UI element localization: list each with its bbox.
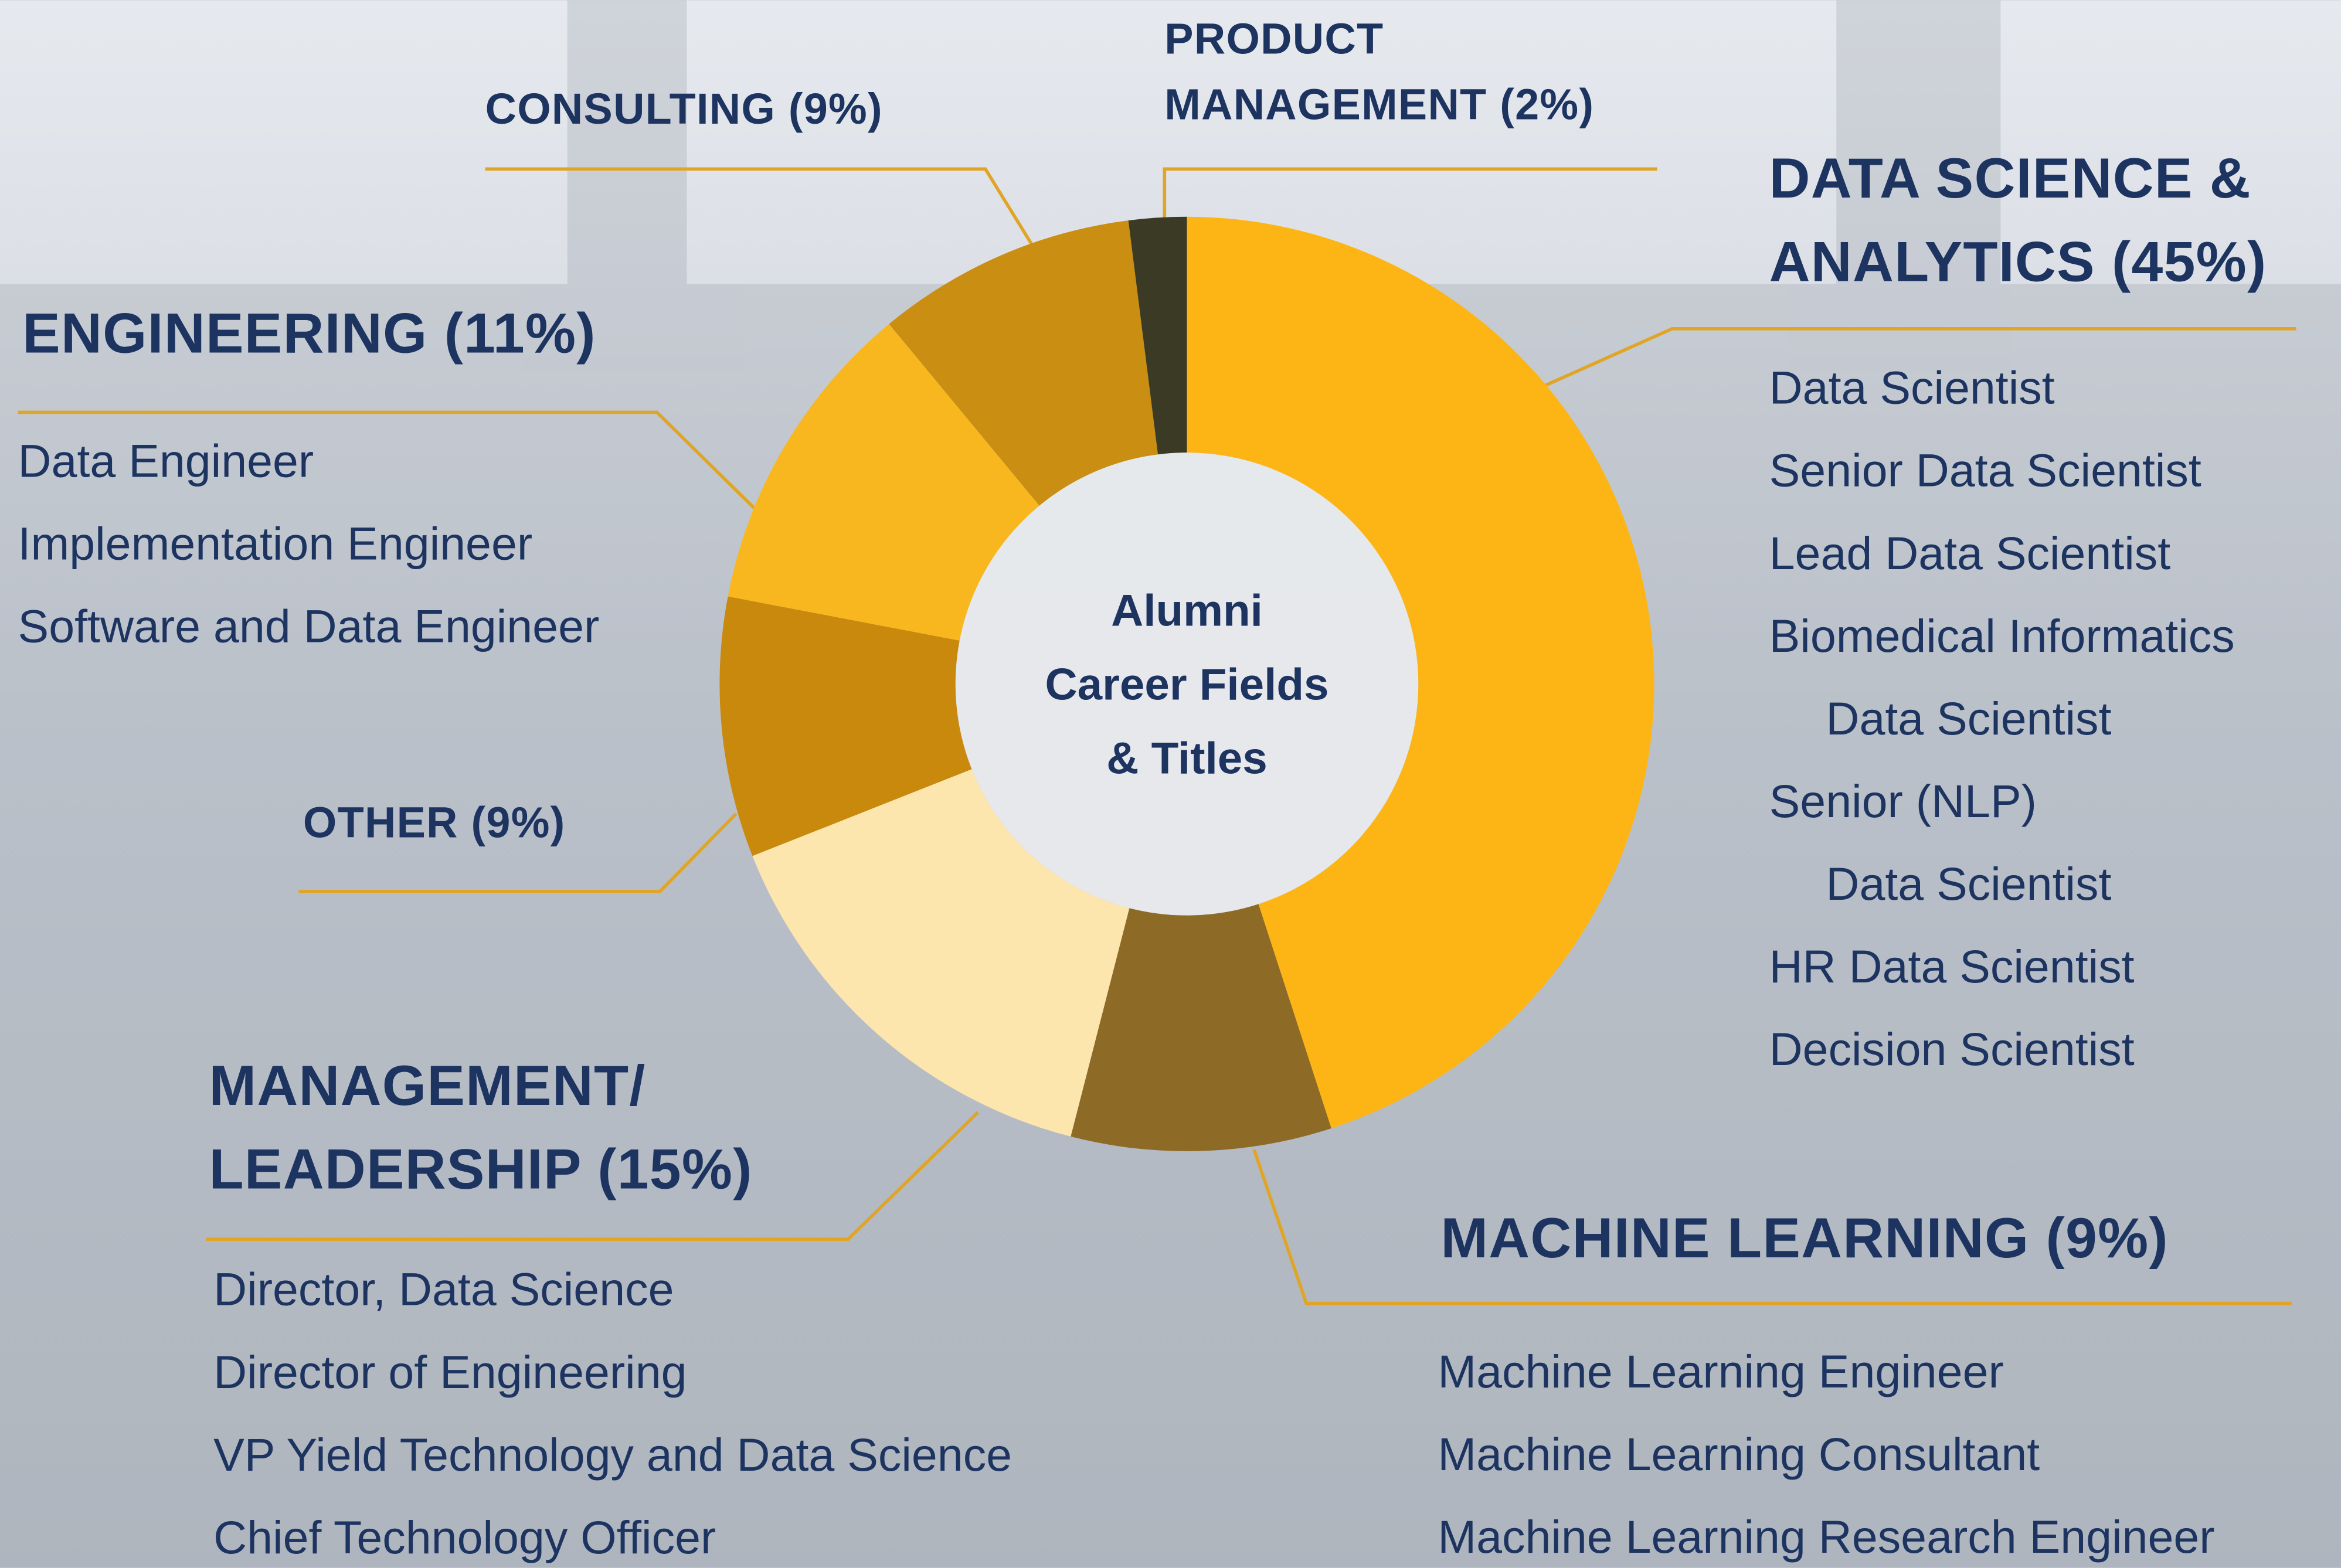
leader-line (1163, 167, 1657, 222)
category-heading: PRODUCT (1164, 14, 1384, 63)
category-heading: ENGINEERING (11%) (22, 301, 596, 365)
job-title: Machine Learning Engineer (1438, 1346, 2003, 1397)
job-title: VP Yield Technology and Data Science (213, 1429, 1012, 1481)
leader-line (485, 167, 1035, 248)
center-label: Alumni (1111, 586, 1263, 635)
job-title: Data Scientist (1826, 693, 2111, 744)
job-title: Machine Learning Consultant (1438, 1428, 2040, 1480)
donut-slice (719, 596, 972, 856)
job-title: Director of Engineering (213, 1346, 687, 1398)
job-title: Director, Data Science (213, 1264, 674, 1315)
category-heading: DATA SCIENCE & (1769, 146, 2251, 210)
leader-line (1252, 1149, 2292, 1305)
job-title: Chief Technology Officer (213, 1512, 716, 1563)
job-title: Senior Data Scientist (1769, 445, 2201, 496)
leader-line (1544, 326, 2296, 387)
job-title: Implementation Engineer (18, 518, 533, 569)
donut (719, 216, 1654, 1151)
job-title: Decision Scientist (1769, 1023, 2135, 1075)
category-heading: OTHER (9%) (303, 798, 566, 846)
job-title: Data Engineer (18, 435, 314, 487)
category-heading: MANAGEMENT/ (209, 1053, 646, 1117)
category-heading: CONSULTING (9%) (485, 84, 883, 133)
center-label: & Titles (1106, 733, 1267, 783)
category-heading: LEADERSHIP (15%) (209, 1137, 753, 1201)
donut-slice (889, 220, 1158, 506)
job-title: Senior (NLP) (1769, 776, 2037, 827)
donut-slice (728, 324, 1039, 641)
job-title: Machine Learning Research Engineer (1438, 1511, 2214, 1563)
leader-line (206, 1111, 979, 1242)
donut-slice (752, 769, 1130, 1137)
job-title: Software and Data Engineer (18, 601, 600, 652)
category-heading: MACHINE LEARNING (9%) (1440, 1206, 2168, 1270)
job-title: Data Scientist (1769, 362, 2055, 414)
donut-slice (1128, 216, 1187, 455)
category-heading: ANALYTICS (45%) (1769, 229, 2267, 293)
leader-line (298, 812, 738, 893)
job-title: Biomedical Informatics (1769, 610, 2235, 662)
job-title: HR Data Scientist (1769, 941, 2135, 992)
donut-slice (1187, 216, 1654, 1128)
center-label: Career Fields (1045, 659, 1329, 709)
category-heading: MANAGEMENT (2%) (1164, 80, 1594, 128)
donut-hole (955, 453, 1419, 916)
leader-line (18, 410, 755, 509)
job-title: Data Scientist (1826, 858, 2111, 910)
donut-slice (1071, 904, 1331, 1151)
job-title: Lead Data Scientist (1769, 528, 2171, 579)
